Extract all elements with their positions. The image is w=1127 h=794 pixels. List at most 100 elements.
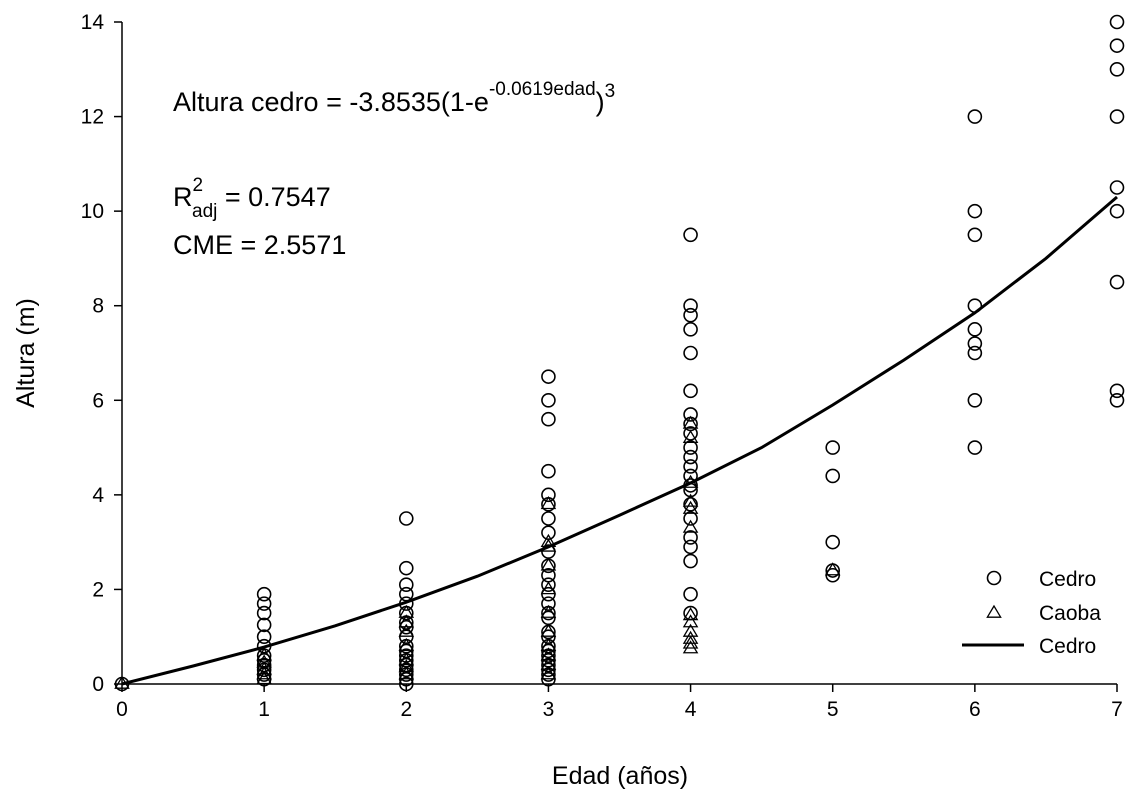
cedro-point	[541, 463, 556, 479]
cedro-point	[683, 482, 698, 498]
caoba-point	[398, 659, 415, 673]
cedro-point	[683, 298, 698, 314]
equation-exponent: -0.0619edad	[489, 79, 596, 100]
legend-symbol-caoba	[986, 604, 1002, 618]
cedro-point	[683, 322, 698, 337]
caoba-point	[682, 474, 699, 488]
cedro-point	[1109, 274, 1125, 290]
caoba-point	[540, 666, 557, 680]
cedro-point	[967, 440, 983, 455]
caoba-point	[682, 493, 699, 507]
cedro-point	[683, 459, 698, 474]
caoba-point	[398, 623, 415, 637]
caoba-point	[256, 661, 272, 675]
cedro-point	[683, 383, 698, 399]
cedro-point	[683, 586, 698, 602]
cedro-point	[683, 478, 698, 493]
cedro-point	[256, 586, 272, 602]
cme-annotation: CME = 2.5571	[173, 230, 346, 260]
cedro-point	[1109, 383, 1125, 399]
r2-base: R	[173, 182, 193, 212]
cedro-point	[256, 638, 272, 654]
legend-symbol-cedro	[986, 570, 1002, 586]
cedro-point	[967, 322, 983, 337]
cedro-point	[683, 468, 698, 484]
cedro-point	[398, 662, 414, 678]
caoba-point	[540, 581, 557, 595]
caoba-point	[682, 614, 699, 628]
cedro-point	[398, 676, 414, 692]
caoba-point	[540, 533, 557, 547]
cedro-point	[541, 525, 556, 540]
r2-value: = 0.7547	[217, 182, 330, 212]
cedro-point	[967, 392, 983, 408]
x-tick-label: 0	[116, 698, 128, 721]
r2-annotation: R2 adj = 0.7547	[173, 175, 331, 222]
y-tick-label: 10	[81, 200, 104, 223]
cedro-point	[825, 440, 841, 455]
caoba-point	[256, 654, 272, 668]
cedro-point	[967, 109, 983, 124]
cedro-point	[541, 392, 556, 408]
caoba-point	[682, 630, 699, 644]
cedro-point	[541, 487, 556, 503]
cedro-point	[1109, 38, 1125, 53]
legend-label: Cedro	[1039, 568, 1096, 591]
x-tick-label: 7	[1111, 698, 1123, 721]
cedro-point	[398, 577, 414, 593]
caoba-point	[682, 623, 699, 637]
legend-label: Caoba	[1039, 602, 1101, 625]
caoba-point	[540, 637, 557, 652]
y-tick-label: 0	[92, 673, 104, 696]
caoba-point	[398, 637, 415, 652]
x-tick-label: 1	[258, 698, 270, 721]
cedro-point	[256, 605, 272, 621]
cedro-point	[967, 345, 983, 361]
x-tick-label: 2	[400, 698, 412, 721]
cedro-point	[683, 497, 698, 512]
cedro-point	[541, 411, 556, 427]
cedro-point	[398, 560, 414, 576]
caoba-point	[682, 415, 699, 429]
y-axis-title: Altura (m)	[12, 298, 40, 408]
y-tick-label: 8	[92, 295, 104, 318]
cedro-point	[967, 336, 983, 351]
fit-line-cedro	[121, 195, 1118, 686]
cedro-point	[683, 539, 698, 555]
cedro-point	[256, 629, 272, 645]
caoba-point	[540, 538, 557, 552]
equation-annotation: Altura cedro = -3.8535(1-e-0.0619edad)3	[173, 79, 615, 117]
cedro-point	[683, 426, 698, 441]
axes	[121, 22, 1117, 685]
cedro-point	[541, 596, 556, 611]
cedro-point	[1109, 61, 1125, 77]
caoba-point	[398, 666, 415, 680]
caoba-point	[682, 429, 699, 443]
caoba-point	[682, 635, 699, 649]
r2-sup: 2	[193, 175, 204, 196]
cedro-point	[398, 586, 414, 602]
cedro-point	[541, 577, 556, 593]
caoba-point	[114, 675, 130, 689]
cedro-point	[398, 596, 414, 611]
caoba-point	[540, 496, 557, 510]
cedro-point	[1109, 109, 1125, 124]
cedro-point	[683, 530, 698, 545]
x-tick-label: 4	[685, 698, 697, 721]
caoba-point	[824, 562, 841, 576]
cedro-point	[683, 345, 698, 361]
cedro-point	[1109, 392, 1125, 408]
cedro-point	[683, 440, 698, 455]
y-tick-label: 6	[92, 389, 104, 412]
equation-power: 3	[605, 81, 616, 102]
cedro-point	[683, 553, 698, 569]
cedro-point	[541, 511, 556, 526]
cedro-point	[1109, 203, 1125, 219]
y-tick-label: 2	[92, 578, 104, 601]
caoba-point	[540, 656, 557, 670]
markers	[114, 14, 1125, 692]
cedro-point	[683, 449, 698, 465]
caoba-point	[540, 623, 557, 637]
